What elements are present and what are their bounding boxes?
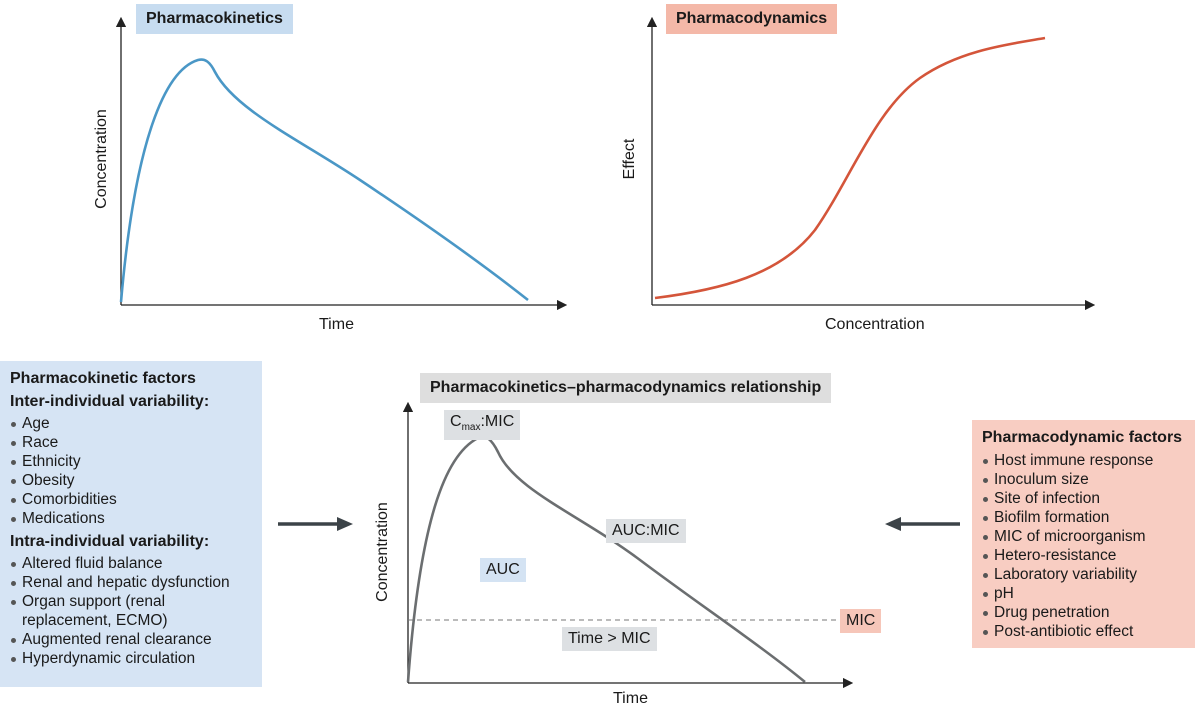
pk-factors-panel: Pharmacokinetic factors Inter-individual… <box>0 361 262 687</box>
pk-y-axis-label: Concentration <box>93 109 110 209</box>
pd-factors-list: Host immune response Inoculum size Site … <box>982 451 1185 641</box>
cmax-symbol: C <box>450 413 462 430</box>
pd-factors-panel: Pharmacodynamic factors Host immune resp… <box>972 420 1195 648</box>
pd-chart-title: Pharmacodynamics <box>666 4 838 34</box>
list-item: Organ support (renal replacement, ECMO) <box>10 592 252 630</box>
pkpd-y-axis-label: Concentration <box>374 502 391 602</box>
list-item: Race <box>10 433 252 452</box>
pkpd-x-axis-label: Time <box>613 690 648 707</box>
pk-chart-title: Pharmacokinetics <box>136 4 293 34</box>
auc-mic-label: AUC:MIC <box>606 519 686 543</box>
list-item: Age <box>10 414 252 433</box>
list-item: Hyperdynamic circulation <box>10 649 252 668</box>
list-item: Obesity <box>10 471 252 490</box>
cmax-suffix: :MIC <box>480 413 515 430</box>
pd-x-axis-label: Concentration <box>825 316 925 333</box>
time-over-mic-label: Time > MIC <box>562 627 657 651</box>
list-item: Laboratory variability <box>982 565 1185 584</box>
intra-individual-list: Altered fluid balance Renal and hepatic … <box>10 554 252 668</box>
list-item: Augmented renal clearance <box>10 630 252 649</box>
list-item: Inoculum size <box>982 470 1185 489</box>
list-item: Medications <box>10 509 252 528</box>
pd-factors-title: Pharmacodynamic factors <box>982 429 1183 446</box>
list-item: Site of infection <box>982 489 1185 508</box>
mic-label: MIC <box>840 609 882 633</box>
intra-individual-heading: Intra-individual variability: <box>10 533 210 550</box>
auc-label: AUC <box>480 558 526 582</box>
pk-concentration-curve <box>119 58 529 303</box>
list-item: Host immune response <box>982 451 1185 470</box>
pkpd-axes <box>402 401 854 689</box>
pd-axes <box>646 16 1096 311</box>
left-arrow <box>885 517 960 531</box>
right-arrow <box>278 517 353 531</box>
pkpd-concentration-curve <box>406 435 806 684</box>
inter-individual-heading: Inter-individual variability: <box>10 393 210 410</box>
pk-factors-title: Pharmacokinetic factors <box>10 370 196 387</box>
pkpd-chart-title: Pharmacokinetics–pharmacodynamics relati… <box>420 373 832 403</box>
pk-axes <box>115 16 568 311</box>
list-item: pH <box>982 584 1185 603</box>
pd-y-axis-label: Effect <box>621 138 638 180</box>
list-item: MIC of microorganism <box>982 527 1185 546</box>
list-item: Drug penetration <box>982 603 1185 622</box>
list-item: Biofilm formation <box>982 508 1185 527</box>
cmax-subscript: max <box>461 422 481 434</box>
cmax-mic-label: Cmax:MIC <box>444 410 521 441</box>
list-item: Post-antibiotic effect <box>982 622 1185 641</box>
list-item: Altered fluid balance <box>10 554 252 573</box>
list-item: Hetero-resistance <box>982 546 1185 565</box>
list-item: Ethnicity <box>10 452 252 471</box>
pd-effect-curve <box>654 36 1046 300</box>
inter-individual-list: Age Race Ethnicity Obesity Comorbidities… <box>10 414 252 528</box>
list-item: Renal and hepatic dysfunction <box>10 573 252 592</box>
pk-x-axis-label: Time <box>319 316 354 333</box>
list-item: Comorbidities <box>10 490 252 509</box>
